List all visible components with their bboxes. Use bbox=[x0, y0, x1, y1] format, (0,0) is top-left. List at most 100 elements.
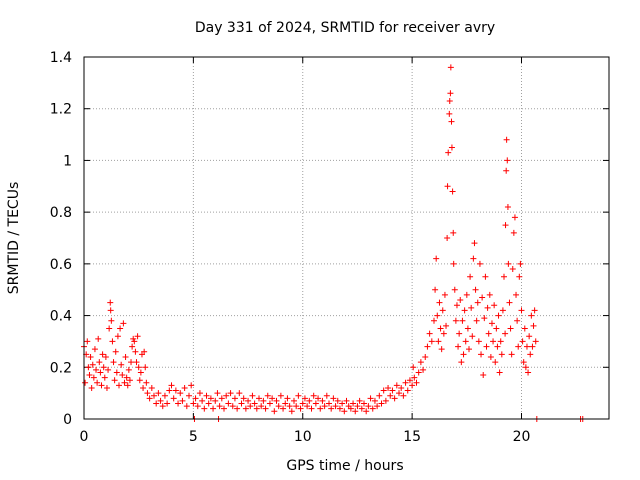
data-point-marker bbox=[361, 400, 367, 407]
data-point-marker bbox=[387, 392, 394, 399]
data-point-marker bbox=[479, 294, 486, 301]
data-point-marker bbox=[247, 403, 254, 410]
grid-lines bbox=[84, 57, 609, 419]
data-point-marker bbox=[396, 390, 402, 397]
data-point-marker bbox=[199, 397, 206, 404]
data-point-marker bbox=[504, 203, 511, 210]
data-point-marker bbox=[88, 384, 95, 391]
data-point-marker bbox=[194, 403, 201, 410]
data-point-marker bbox=[456, 330, 463, 337]
x-axis-label: GPS time / hours bbox=[286, 458, 403, 474]
data-point-marker bbox=[527, 351, 534, 358]
data-point-marker bbox=[256, 395, 262, 402]
data-point-marker bbox=[131, 338, 138, 345]
data-point-marker bbox=[107, 299, 114, 306]
data-point-marker bbox=[501, 273, 507, 280]
data-point-marker bbox=[476, 260, 483, 267]
data-point-marker bbox=[134, 333, 141, 340]
data-point-marker bbox=[328, 405, 335, 412]
data-point-marker bbox=[221, 405, 227, 412]
data-point-marker bbox=[410, 364, 417, 371]
data-point-marker bbox=[525, 369, 532, 376]
data-point-marker bbox=[409, 382, 416, 389]
y-tick-label: 0.4 bbox=[50, 309, 72, 325]
data-point-marker bbox=[444, 235, 451, 241]
data-point-marker bbox=[304, 403, 311, 410]
data-point-marker bbox=[433, 255, 440, 262]
data-point-marker bbox=[236, 390, 243, 397]
data-point-marker bbox=[449, 188, 456, 195]
data-point-marker bbox=[172, 387, 179, 394]
data-point-marker bbox=[417, 359, 424, 366]
data-point-marker bbox=[490, 338, 497, 345]
data-point-marker bbox=[321, 403, 328, 410]
data-point-marker bbox=[391, 395, 398, 402]
data-point-marker bbox=[282, 400, 289, 407]
data-point-marker bbox=[475, 338, 482, 345]
chart-title: Day 331 of 2024, SRMTID for receiver avr… bbox=[195, 20, 495, 36]
data-point-marker bbox=[242, 405, 249, 412]
y-tick-label: 0.2 bbox=[50, 360, 72, 376]
data-point-marker bbox=[515, 343, 522, 350]
data-point-marker bbox=[225, 400, 232, 407]
y-tick-label: 0.6 bbox=[50, 257, 72, 273]
data-point-marker bbox=[404, 387, 411, 394]
data-point-marker bbox=[334, 397, 341, 404]
x-tick-label: 15 bbox=[403, 429, 421, 445]
data-point-marker bbox=[471, 240, 478, 247]
data-point-marker bbox=[98, 382, 105, 389]
data-point-marker bbox=[502, 330, 509, 337]
data-point-marker bbox=[87, 353, 94, 360]
data-point-marker bbox=[452, 317, 459, 324]
data-point-marker bbox=[497, 338, 504, 345]
data-point-marker bbox=[238, 400, 245, 407]
y-tick-label: 0 bbox=[63, 412, 72, 428]
data-point-marker bbox=[513, 291, 520, 298]
data-point-marker bbox=[347, 405, 354, 412]
data-point-marker bbox=[181, 384, 188, 391]
data-point-marker bbox=[448, 118, 455, 125]
data-point-marker bbox=[109, 338, 116, 345]
data-point-marker bbox=[129, 343, 136, 350]
data-point-marker bbox=[440, 330, 447, 337]
data-point-marker bbox=[262, 405, 269, 412]
data-point-marker bbox=[480, 372, 487, 379]
data-point-marker bbox=[196, 390, 203, 397]
data-point-marker bbox=[155, 390, 162, 397]
data-point-marker bbox=[376, 392, 383, 399]
data-point-marker bbox=[426, 330, 433, 337]
data-point-marker bbox=[97, 369, 104, 376]
data-point-marker bbox=[106, 325, 113, 332]
data-point-marker bbox=[448, 144, 455, 151]
data-point-marker bbox=[212, 397, 219, 404]
data-point-marker bbox=[462, 338, 469, 345]
data-point-marker bbox=[186, 392, 192, 399]
data-point-marker bbox=[280, 405, 287, 412]
data-point-marker bbox=[526, 333, 533, 340]
data-point-marker bbox=[121, 379, 128, 386]
data-point-marker bbox=[434, 312, 441, 319]
data-point-marker bbox=[483, 343, 490, 350]
data-point-marker bbox=[441, 291, 448, 298]
data-point-marker bbox=[146, 395, 153, 402]
data-point-marker bbox=[234, 405, 241, 412]
data-point-marker bbox=[402, 379, 409, 386]
data-point-marker bbox=[312, 400, 319, 407]
data-point-marker bbox=[432, 286, 439, 293]
data-point-marker bbox=[164, 400, 171, 407]
data-point-marker bbox=[124, 382, 131, 389]
data-point-marker bbox=[188, 382, 195, 389]
data-point-marker bbox=[135, 364, 142, 371]
data-point-marker bbox=[103, 384, 110, 391]
data-point-marker bbox=[253, 405, 260, 412]
data-point-marker bbox=[438, 346, 445, 353]
data-point-marker bbox=[299, 400, 306, 407]
data-point-marker bbox=[482, 273, 489, 280]
data-point-marker bbox=[469, 333, 476, 340]
data-point-marker bbox=[119, 372, 126, 379]
y-tick-label: 1.2 bbox=[50, 102, 72, 118]
data-point-marker bbox=[101, 374, 108, 381]
y-tick-label: 1 bbox=[63, 153, 72, 169]
data-point-marker bbox=[461, 307, 468, 314]
